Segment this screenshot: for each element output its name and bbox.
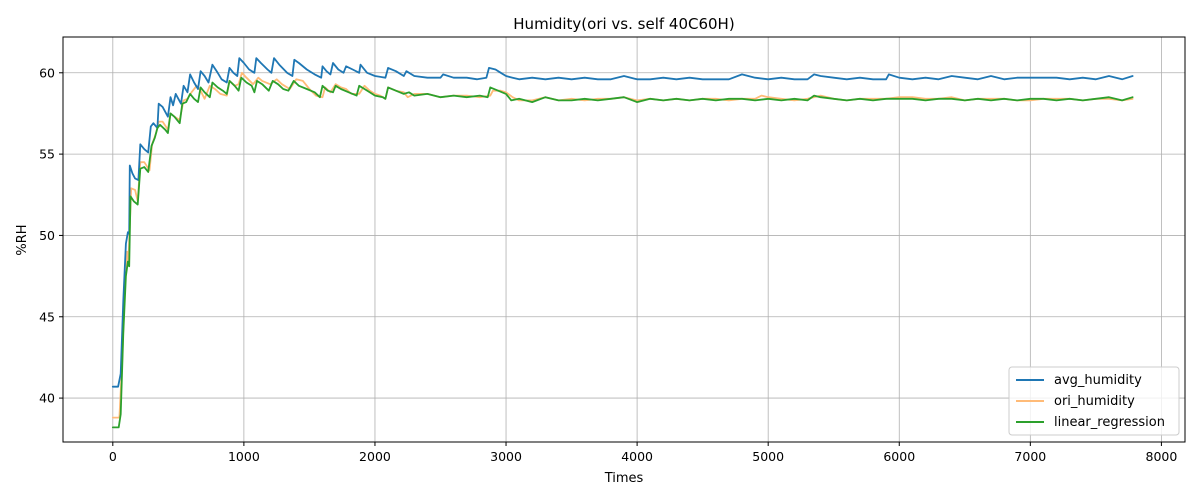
- plot-frame: [62, 36, 1186, 443]
- x-tick-label: 1000: [228, 449, 260, 464]
- y-tick-label: 50: [39, 228, 55, 243]
- legend: avg_humidity ori_humidity linear_regress…: [1008, 366, 1180, 436]
- x-axis-label: Times: [604, 471, 644, 486]
- series-line-avg-humidity: [111, 57, 1134, 388]
- x-tick-label: 7000: [1014, 449, 1046, 464]
- y-tick-label: 45: [39, 309, 55, 324]
- legend-frame: [1008, 366, 1180, 436]
- chart-title: Humidity(ori vs. self 40C60H): [513, 15, 734, 33]
- legend-label-avg-humidity: avg_humidity: [1054, 373, 1142, 388]
- series-line-linear-regression: [111, 76, 1134, 429]
- x-tick-label: 4000: [621, 449, 653, 464]
- y-axis-label: %RH: [15, 224, 30, 255]
- series-layer: [111, 57, 1134, 429]
- x-tick-label: 8000: [1146, 449, 1178, 464]
- y-tick-label: 55: [39, 147, 55, 162]
- grid-layer: [63, 37, 1185, 442]
- x-tick-label: 3000: [490, 449, 522, 464]
- y-tick-label: 40: [39, 391, 55, 406]
- x-tick-label: 5000: [752, 449, 784, 464]
- tick-layer: 0 1000 2000 3000 4000 5000 6000 7000 8000 40 45 50 5…: [39, 65, 1177, 464]
- x-tick-label: 6000: [883, 449, 915, 464]
- x-tick-label: 0: [109, 449, 117, 464]
- legend-label-ori-humidity: ori_humidity: [1054, 394, 1135, 409]
- legend-label-linear-regression: linear_regression: [1054, 415, 1165, 430]
- series-line-ori-humidity: [111, 71, 1134, 419]
- x-tick-label: 2000: [359, 449, 391, 464]
- y-tick-label: 60: [39, 65, 55, 80]
